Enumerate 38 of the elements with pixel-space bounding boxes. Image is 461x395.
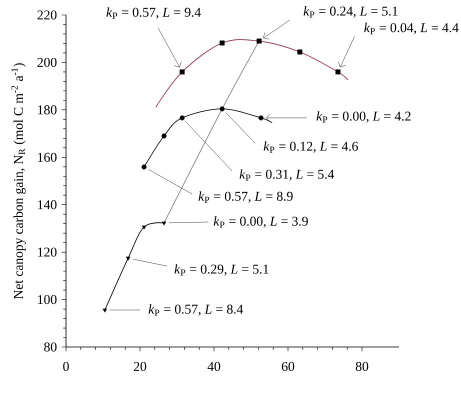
y-tick-label: 140 [38,200,57,210]
point [102,308,108,312]
annotation: k$_{P}$ = 0.24, L = 5.1 [304,6,398,18]
point [220,106,225,112]
point [220,40,225,46]
annotation: k$_{P}$ = 0.00, L = 3.9 [214,216,308,228]
point [142,164,147,170]
y-tick-label: 80 [44,342,57,352]
point [258,115,264,120]
x-tick-label: 20 [134,362,146,371]
annotation: k$_{P}$ = 0.31, L = 5.4 [240,169,334,181]
y-tick-label: 180 [38,105,57,114]
annotation: k$_{P}$ = 0.57, L = 9.4 [106,7,201,19]
annotation: k$_{P}$ = 0.04, L = 4.4 [364,22,459,34]
point [180,115,185,120]
y-tick-label: 160 [38,152,57,162]
point [142,226,146,230]
annotation: k$_{P}$ = 0.57, L = 8.9 [198,191,293,203]
annotation: k$_{P}$ = 0.57, L = 8.4 [148,304,244,316]
x-tick-label: 0 [63,362,69,371]
annotation: k$_{P}$ = 0.00, L = 4.2 [316,111,411,123]
annotation: k$_{P}$ = 0.12, L = 4.6 [264,141,358,153]
point [256,38,262,44]
x-tick-label: 80 [356,362,368,371]
point [126,256,130,261]
point [335,69,340,74]
point [180,69,185,74]
annotation: k$_{P}$ = 0.29, L = 5.1 [174,264,268,276]
point [162,222,166,226]
y-axis-title: Net canopy carbon gain, N$_{R}$ (mol C m$^{-2}$ a$^{-1}$) [11,63,26,299]
x-tick-label: 40 [208,362,220,371]
y-tick-label: 220 [37,10,57,20]
y-tick-label: 100 [38,295,57,304]
y-tick-label: 120 [38,248,57,257]
y-tick-label: 200 [37,58,57,67]
point [162,133,167,138]
x-tick-label: 60 [282,362,294,371]
point [297,50,302,54]
